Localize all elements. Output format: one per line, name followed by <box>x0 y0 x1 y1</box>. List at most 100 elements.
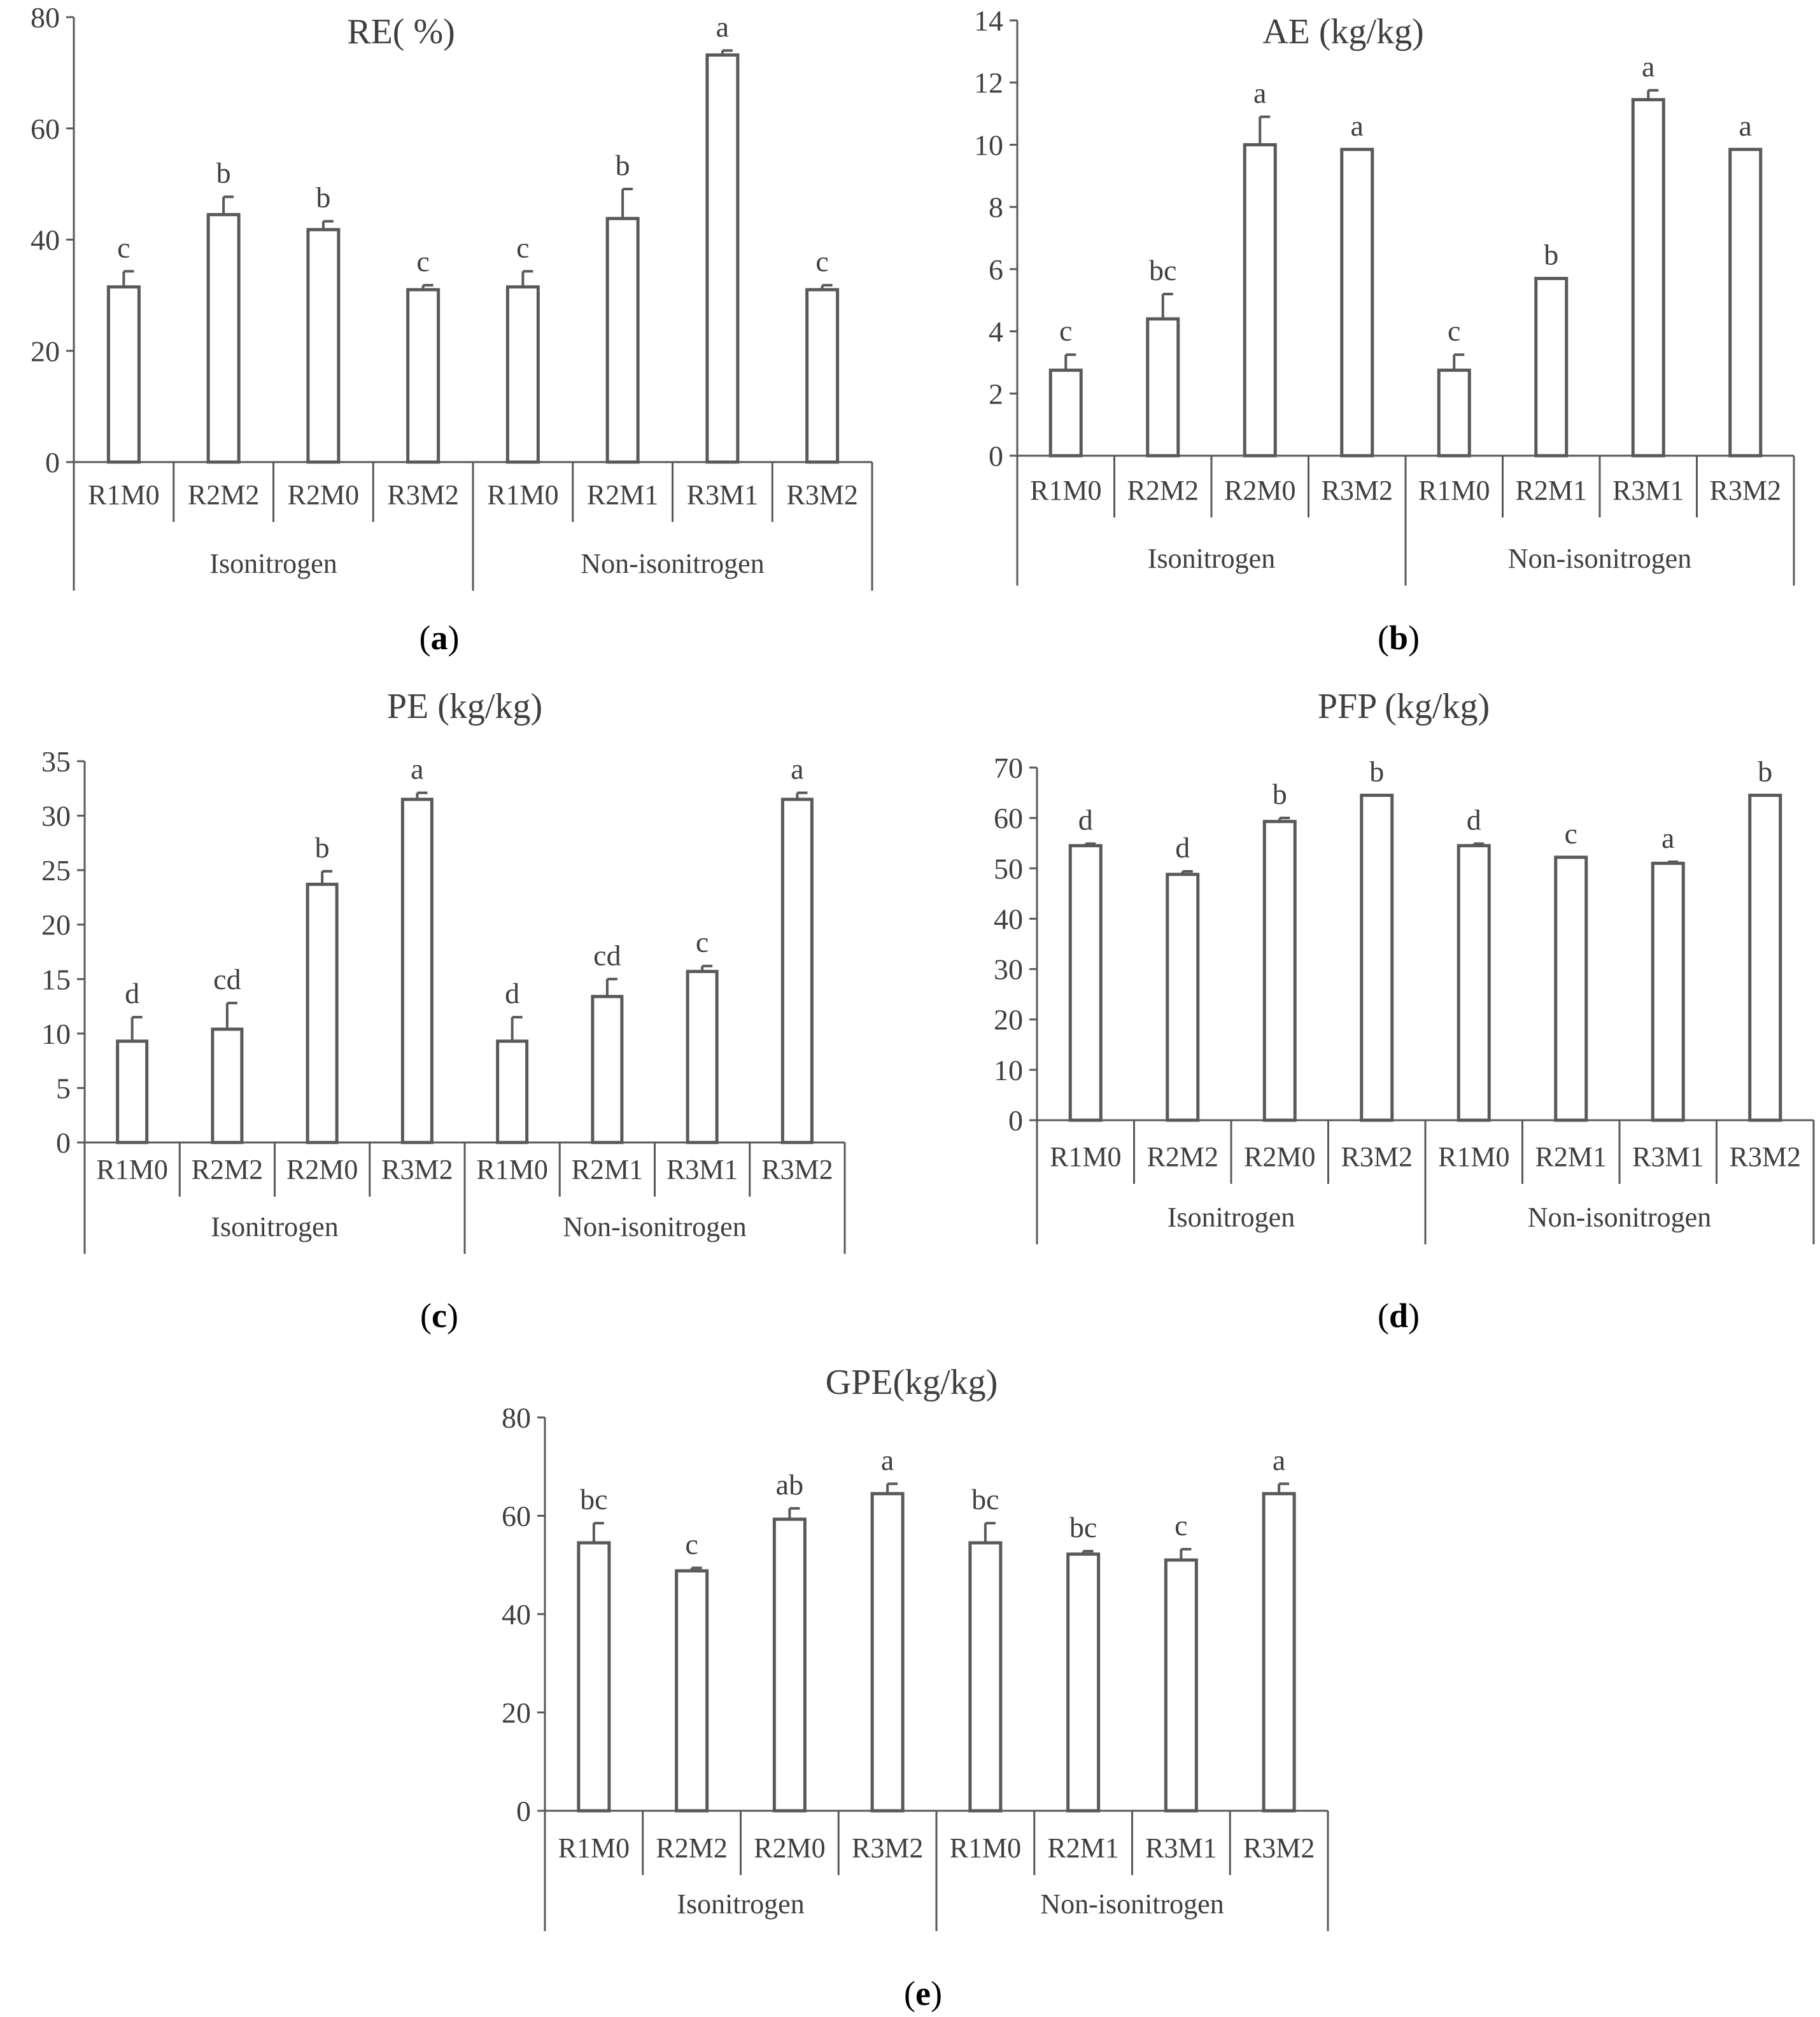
panel-label-c: (c) <box>420 1297 458 1335</box>
y-tick-label: 14 <box>974 4 1003 37</box>
y-tick-label: 0 <box>56 1127 71 1159</box>
panel-label-b: (b) <box>1378 619 1420 657</box>
x-tick-label: R2M2 <box>656 1832 727 1864</box>
x-tick-label: R1M0 <box>487 479 558 510</box>
x-tick-label: R3M2 <box>1341 1141 1413 1172</box>
y-tick-label: 5 <box>56 1072 71 1104</box>
x-tick-label: R1M0 <box>1050 1141 1121 1172</box>
bar <box>1748 794 1782 1122</box>
x-tick-label: R1M0 <box>950 1832 1021 1864</box>
chart-title: AE (kg/kg) <box>1262 12 1424 52</box>
chart-title: GPE(kg/kg) <box>826 1363 998 1402</box>
y-tick-label: 10 <box>41 1018 71 1050</box>
panel-d: PFP (kg/kg) 0 10 20 30 40 50 60 70 R1M0 R2M2 R2M0 R… <box>994 687 1815 1335</box>
bar <box>1164 1558 1198 1813</box>
panel-b: AE (kg/kg) 0 2 4 6 8 10 12 14 R1M0 R2M2 R2M0 R3M2 R1… <box>974 4 1795 657</box>
group-label: Isonitrogen <box>677 1888 804 1920</box>
y-tick-label: 15 <box>41 963 71 995</box>
y-tick-label: 10 <box>974 129 1003 161</box>
x-tick-label: R2M1 <box>1516 475 1587 506</box>
data-label: b <box>616 149 630 181</box>
panel-c: PE (kg/kg) 0 5 10 15 20 25 30 35 R1M0 R2M2 R2M0 R3M… <box>41 687 846 1335</box>
bar <box>206 213 241 464</box>
y-tick-label: 25 <box>41 854 71 887</box>
data-label: a <box>1642 50 1654 83</box>
bar <box>705 53 740 464</box>
bar <box>1360 794 1394 1122</box>
data-label: cd <box>213 963 241 995</box>
bar <box>1728 148 1763 458</box>
chart-title: PFP (kg/kg) <box>1318 687 1490 726</box>
y-tick-label: 40 <box>502 1598 531 1631</box>
data-label: bc <box>1069 1511 1097 1543</box>
data-label: c <box>1448 314 1460 347</box>
bar <box>1340 148 1374 458</box>
data-label: cd <box>593 939 621 971</box>
bar <box>1243 143 1277 458</box>
data-label: d <box>1078 804 1093 836</box>
y-tick-label: 10 <box>994 1054 1023 1086</box>
bar <box>1262 1492 1296 1813</box>
x-tick-label: R2M1 <box>1047 1832 1118 1864</box>
y-tick-label: 2 <box>989 377 1003 410</box>
data-label: a <box>411 753 423 785</box>
y-tick-label: 20 <box>41 909 71 941</box>
x-tick-label: R2M2 <box>188 479 259 510</box>
x-tick-label: R3M2 <box>1243 1832 1315 1864</box>
data-label: b <box>1369 755 1384 788</box>
data-label: c <box>815 245 828 278</box>
bar <box>686 969 719 1144</box>
x-tick-label: R2M0 <box>1224 475 1295 506</box>
bar <box>1534 277 1569 458</box>
x-tick-label: R3M1 <box>1612 475 1684 506</box>
y-tick-label: 30 <box>994 953 1023 986</box>
data-label: c <box>1175 1509 1187 1542</box>
x-tick-label: R3M2 <box>786 479 857 510</box>
bar <box>306 228 341 464</box>
data-label: a <box>1739 109 1752 142</box>
bar <box>605 216 640 464</box>
bar <box>1554 855 1588 1122</box>
panel-label-e: (e) <box>904 1974 942 2013</box>
bar <box>968 1541 1003 1813</box>
panel-e: GPE(kg/kg) 0 20 40 60 80 R1M0 R2M2 R2M0 R3M2 R1M0… <box>502 1363 1329 2013</box>
data-label: d <box>125 977 139 1009</box>
bar <box>496 1039 529 1144</box>
bar <box>772 1517 807 1813</box>
y-tick-label: 0 <box>1008 1104 1023 1137</box>
data-label: a <box>1273 1444 1285 1476</box>
y-tick-label: 40 <box>994 903 1023 935</box>
y-tick-label: 6 <box>989 253 1003 286</box>
bar <box>1651 861 1685 1122</box>
data-label: b <box>1544 239 1558 271</box>
x-tick-label: R1M0 <box>96 1154 167 1185</box>
x-tick-label: R3M2 <box>387 479 458 510</box>
y-tick-label: 60 <box>31 113 60 145</box>
y-tick-label: 35 <box>41 745 71 778</box>
bar <box>577 1541 611 1813</box>
y-tick-label: 60 <box>502 1500 531 1533</box>
data-label: d <box>1175 831 1190 864</box>
data-label: b <box>315 831 330 864</box>
x-tick-label: R3M2 <box>1730 1141 1801 1172</box>
data-label: c <box>685 1528 698 1560</box>
x-tick-label: R2M2 <box>192 1154 263 1185</box>
panel-a: RE( %) 0 20 40 60 80 R1M0 R2M2 R2M0 R3M2 R1M0 R2M1… <box>31 1 873 657</box>
x-tick-label: R3M2 <box>852 1832 923 1864</box>
x-tick-label: R2M0 <box>286 1154 358 1185</box>
y-tick-label: 0 <box>989 440 1003 472</box>
group-label: Isonitrogen <box>1167 1202 1295 1233</box>
group-label: Isonitrogen <box>211 1211 338 1242</box>
bar <box>870 1492 905 1813</box>
data-label: b <box>1273 778 1287 810</box>
y-tick-label: 30 <box>41 800 71 833</box>
bar <box>1437 369 1471 458</box>
x-tick-label: R3M2 <box>1710 475 1781 506</box>
y-tick-label: 8 <box>989 191 1003 223</box>
x-tick-label: R1M0 <box>1418 475 1490 506</box>
bar <box>106 285 141 464</box>
bar <box>1066 1552 1101 1813</box>
bar <box>116 1039 149 1144</box>
x-tick-label: R1M0 <box>88 479 159 510</box>
panel-label-d: (d) <box>1378 1297 1420 1335</box>
